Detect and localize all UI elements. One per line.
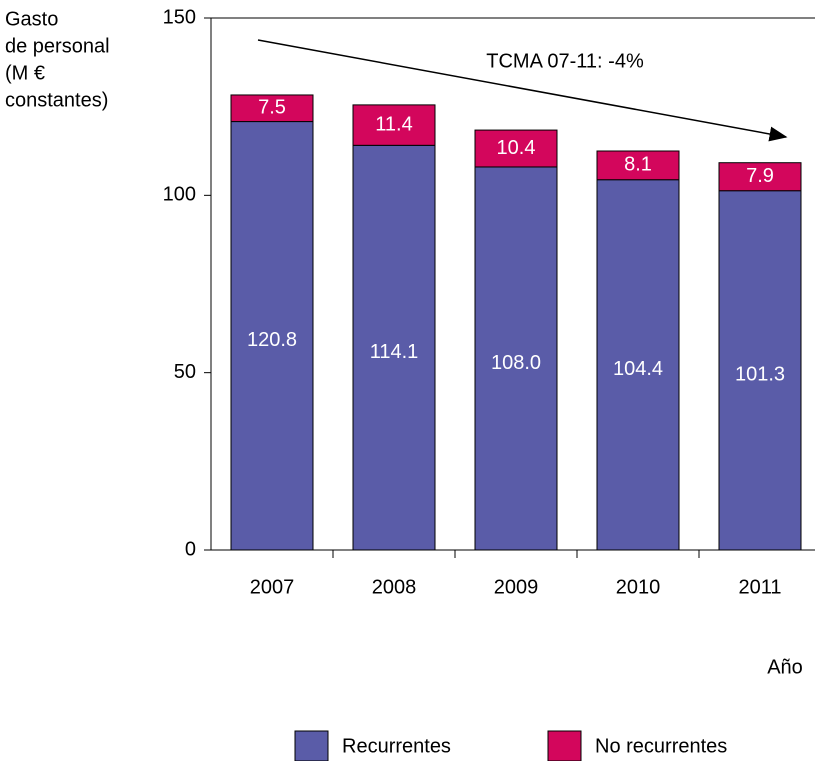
- legend-label: No recurrentes: [595, 735, 727, 757]
- data-label: 108.0: [491, 352, 541, 374]
- data-label: 114.1: [370, 341, 419, 363]
- x-tick-label: 2007: [250, 576, 295, 598]
- data-label: 7.5: [258, 97, 286, 119]
- legend-swatch: [547, 730, 582, 761]
- legend-swatch: [294, 730, 329, 761]
- data-label: 7.9: [746, 165, 774, 187]
- y-tick-label: 50: [174, 361, 196, 383]
- data-label: 104.4: [613, 358, 663, 380]
- data-label: 11.4: [375, 113, 412, 135]
- bar-segment: [596, 150, 680, 181]
- bar-segment: [596, 179, 680, 551]
- annotation: TCMA 07-11: -4%: [486, 50, 644, 72]
- y-axis-label: (M €: [5, 62, 45, 84]
- data-label: 120.8: [247, 329, 297, 351]
- y-axis-label: de personal: [5, 35, 110, 57]
- bar-segment: [474, 166, 558, 551]
- bar-segment: [718, 162, 802, 192]
- bar-segment: [230, 121, 314, 551]
- x-tick-label: 2011: [738, 576, 781, 598]
- bar-segment: [474, 129, 558, 168]
- y-tick-label: 100: [163, 184, 196, 206]
- x-tick-label: 2008: [372, 576, 417, 598]
- x-tick-label: 2010: [616, 576, 661, 598]
- trend-arrow: [257, 39, 788, 142]
- bar-segment: [230, 94, 314, 123]
- x-tick-label: 2009: [494, 576, 539, 598]
- bar-segment: [352, 104, 436, 146]
- data-label: 8.1: [624, 154, 652, 176]
- y-tick-label: 0: [185, 538, 196, 560]
- y-tick-label: 150: [163, 6, 196, 28]
- y-axis-label: Gasto: [5, 8, 58, 30]
- x-axis-label: Año: [767, 656, 803, 678]
- data-label: 10.4: [497, 137, 536, 159]
- y-axis-label: constantes): [5, 89, 108, 111]
- legend-label: Recurrentes: [342, 735, 451, 757]
- data-label: 101.3: [735, 364, 785, 386]
